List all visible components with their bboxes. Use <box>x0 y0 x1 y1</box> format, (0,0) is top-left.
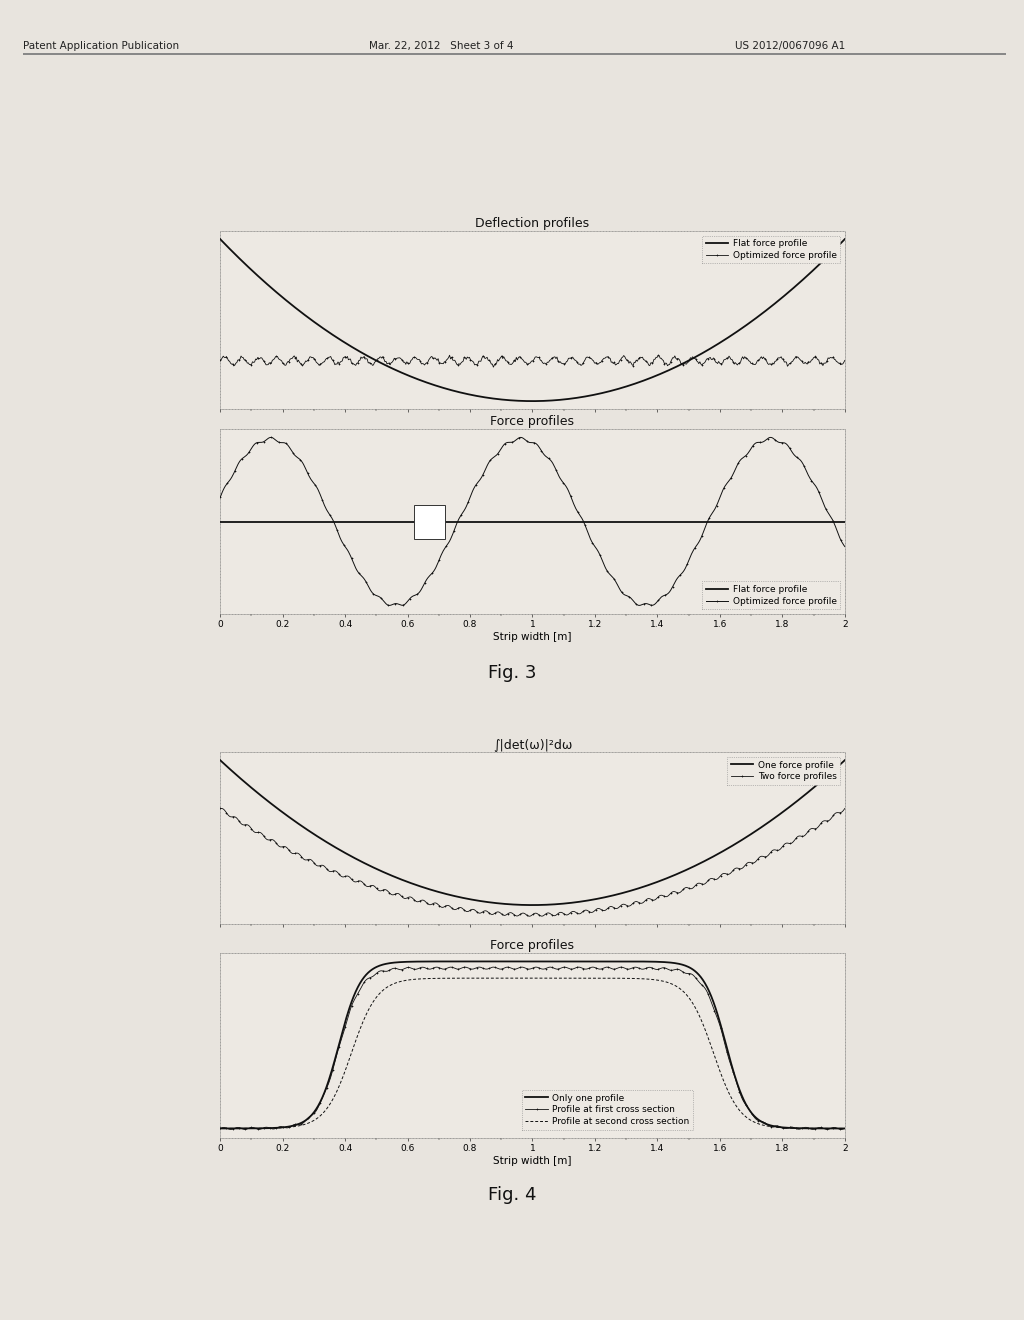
Title: ∫|det(ω)|²dω: ∫|det(ω)|²dω <box>493 738 572 751</box>
Text: Mar. 22, 2012   Sheet 3 of 4: Mar. 22, 2012 Sheet 3 of 4 <box>369 41 513 51</box>
Legend: Flat force profile, Optimized force profile: Flat force profile, Optimized force prof… <box>702 235 841 264</box>
Legend: Flat force profile, Optimized force profile: Flat force profile, Optimized force prof… <box>702 581 841 610</box>
X-axis label: Strip width [m]: Strip width [m] <box>494 632 571 642</box>
Text: Fig. 4: Fig. 4 <box>487 1185 537 1204</box>
Text: US 2012/0067096 A1: US 2012/0067096 A1 <box>735 41 846 51</box>
Text: Fig. 3: Fig. 3 <box>487 664 537 682</box>
Title: Force profiles: Force profiles <box>490 414 574 428</box>
Legend: One force profile, Two force profiles: One force profile, Two force profiles <box>727 756 841 785</box>
Text: Patent Application Publication: Patent Application Publication <box>23 41 178 51</box>
Legend: Only one profile, Profile at first cross section, Profile at second cross sectio: Only one profile, Profile at first cross… <box>521 1090 693 1130</box>
Title: Deflection profiles: Deflection profiles <box>475 216 590 230</box>
Title: Force profiles: Force profiles <box>490 939 574 952</box>
X-axis label: Strip width [m]: Strip width [m] <box>494 1156 571 1166</box>
Bar <box>414 506 445 539</box>
